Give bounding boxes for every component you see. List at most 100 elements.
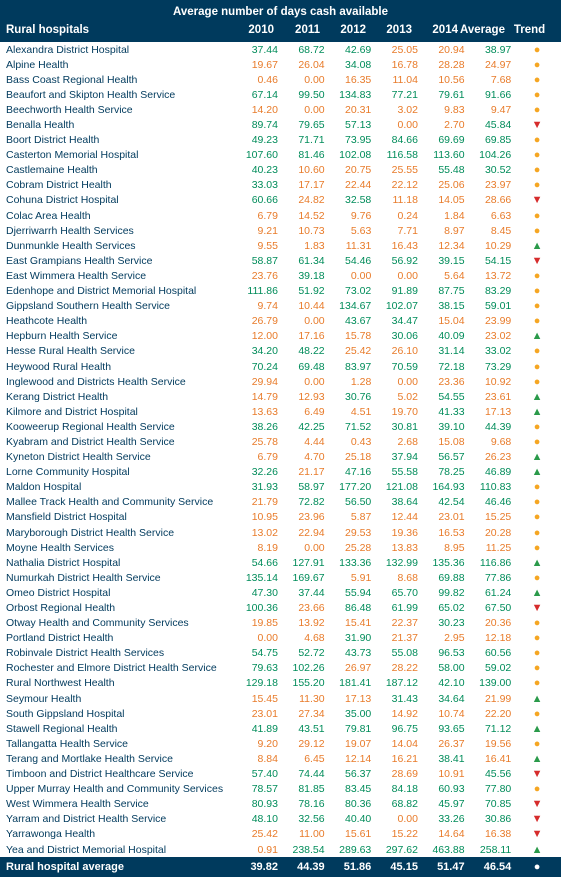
year-value: 33.03 (233, 178, 280, 193)
year-value: 10.73 (280, 223, 327, 238)
year-value: 72.82 (280, 495, 327, 510)
year-value: 42.54 (420, 495, 467, 510)
year-value: 113.60 (420, 148, 467, 163)
year-value: 78.25 (420, 465, 467, 480)
year-value: 35.00 (327, 706, 374, 721)
trend-icon: ▼ (513, 253, 561, 268)
year-value: 5.91 (327, 570, 374, 585)
year-value: 3.02 (373, 102, 420, 117)
trend-icon: ▼ (513, 767, 561, 782)
table-row: Nathalia District Hospital54.66127.91133… (0, 555, 561, 570)
year-value: 32.26 (233, 465, 280, 480)
year-value: 169.67 (280, 570, 327, 585)
year-value: 61.99 (373, 600, 420, 615)
year-value: 12.14 (327, 751, 374, 766)
year-value: 11.00 (280, 827, 327, 842)
header-year-3: 2013 (368, 24, 414, 36)
year-value: 0.00 (280, 374, 327, 389)
year-value: 49.23 (233, 133, 280, 148)
trend-icon: ● (513, 87, 561, 102)
year-value: 71.71 (280, 133, 327, 148)
table-row: Colac Area Health6.7914.529.760.241.846.… (0, 208, 561, 223)
year-value: 15.78 (327, 329, 374, 344)
year-value: 11.18 (373, 193, 420, 208)
trend-icon: ● (513, 148, 561, 163)
header-year-0: 2010 (230, 24, 276, 36)
trend-icon: ● (513, 510, 561, 525)
year-value: 5.87 (327, 510, 374, 525)
year-value: 60.93 (420, 782, 467, 797)
hospital-name: Cohuna District Hospital (0, 193, 233, 208)
year-value: 10.74 (420, 706, 467, 721)
table-row: Mansfield District Hospital10.9523.965.8… (0, 510, 561, 525)
year-value: 54.66 (233, 555, 280, 570)
average-value: 83.29 (467, 284, 514, 299)
year-value: 26.10 (373, 344, 420, 359)
hospital-name: Otway Health and Community Services (0, 616, 233, 631)
year-value: 57.13 (327, 117, 374, 132)
year-value: 155.20 (280, 676, 327, 691)
hospital-name: East Wimmera Health Service (0, 268, 233, 283)
year-value: 0.00 (327, 268, 374, 283)
average-value: 20.28 (467, 525, 514, 540)
year-value: 21.37 (373, 631, 420, 646)
average-value: 77.86 (467, 570, 514, 585)
year-value: 4.44 (280, 434, 327, 449)
year-value: 39.18 (280, 268, 327, 283)
table-row: Heathcote Health26.790.0043.6734.4715.04… (0, 314, 561, 329)
year-value: 29.94 (233, 374, 280, 389)
year-value: 83.45 (327, 782, 374, 797)
year-value: 55.48 (420, 163, 467, 178)
average-value: 12.18 (467, 631, 514, 646)
year-value: 10.95 (233, 510, 280, 525)
average-value: 59.02 (467, 661, 514, 676)
trend-icon: ▲ (513, 555, 561, 570)
hospital-name: Timboon and District Healthcare Service (0, 767, 233, 782)
trend-icon: ▲ (513, 389, 561, 404)
year-value: 38.15 (420, 299, 467, 314)
year-value: 79.61 (420, 87, 467, 102)
year-value: 41.33 (420, 404, 467, 419)
year-value: 14.20 (233, 102, 280, 117)
year-value: 1.84 (420, 208, 467, 223)
year-value: 0.00 (373, 268, 420, 283)
table-row: Tallangatta Health Service9.2029.1219.07… (0, 736, 561, 751)
hospital-name: Yea and District Memorial Hospital (0, 842, 233, 857)
trend-icon: ● (513, 133, 561, 148)
table-row: Yea and District Memorial Hospital0.9123… (0, 842, 561, 857)
year-value: 14.04 (373, 736, 420, 751)
year-value: 13.83 (373, 540, 420, 555)
year-value: 73.02 (327, 284, 374, 299)
year-value: 17.17 (280, 178, 327, 193)
year-value: 177.20 (327, 480, 374, 495)
trend-icon: ● (513, 616, 561, 631)
hospital-name: Alpine Health (0, 57, 233, 72)
year-value: 86.48 (327, 600, 374, 615)
trend-icon: ● (513, 314, 561, 329)
year-value: 8.97 (420, 223, 467, 238)
year-value: 54.55 (420, 389, 467, 404)
hospital-name: Dunmunkle Health Services (0, 238, 233, 253)
average-value: 10.92 (467, 374, 514, 389)
year-value: 81.46 (280, 148, 327, 163)
table-row: Portland District Health0.004.6831.9021.… (0, 631, 561, 646)
year-value: 44.39 (280, 857, 327, 877)
year-value: 96.75 (373, 721, 420, 736)
trend-icon: ● (513, 57, 561, 72)
year-value: 32.58 (327, 193, 374, 208)
year-value: 27.34 (280, 706, 327, 721)
table-row: Timboon and District Healthcare Service5… (0, 767, 561, 782)
year-value: 51.86 (327, 857, 374, 877)
year-value: 238.54 (280, 842, 327, 857)
trend-icon: ● (513, 661, 561, 676)
year-value: 6.79 (233, 450, 280, 465)
hospital-name: Benalla Health (0, 117, 233, 132)
trend-icon: ● (513, 359, 561, 374)
year-value: 107.60 (233, 148, 280, 163)
average-value: 16.41 (467, 751, 514, 766)
year-value: 30.23 (420, 616, 467, 631)
average-value: 139.00 (467, 676, 514, 691)
year-value: 5.02 (373, 389, 420, 404)
table-row: Inglewood and Districts Health Service29… (0, 374, 561, 389)
year-value: 13.63 (233, 404, 280, 419)
